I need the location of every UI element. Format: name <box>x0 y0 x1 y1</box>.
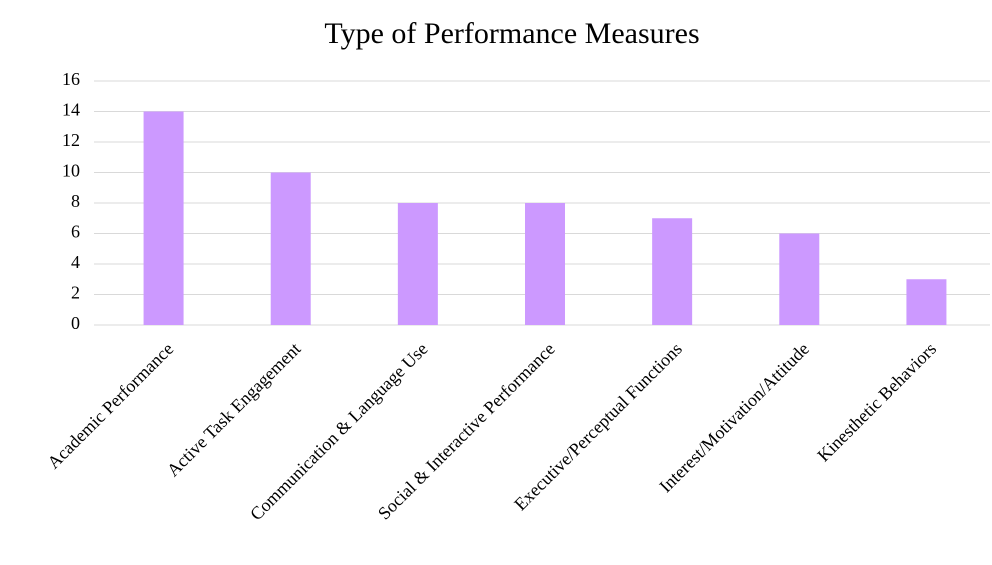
y-tick-label: 16 <box>62 69 80 89</box>
y-tick-label: 10 <box>62 161 80 181</box>
y-tick-label: 14 <box>62 100 80 120</box>
chart-title: Type of Performance Measures <box>324 17 699 50</box>
bar <box>652 218 693 325</box>
y-tick-label: 12 <box>62 130 80 150</box>
bar <box>779 233 820 325</box>
y-tick-label: 4 <box>71 252 80 272</box>
bar <box>270 172 311 325</box>
x-tick-label: Kinesthetic Behaviors <box>813 339 940 466</box>
y-tick-label: 6 <box>71 222 80 242</box>
y-tick-label: 8 <box>71 191 80 211</box>
bar <box>906 279 947 325</box>
bar <box>143 111 184 325</box>
x-tick-label: Interest/Motivation/Attitude <box>655 339 813 497</box>
bar <box>397 203 438 325</box>
x-tick-label: Academic Performance <box>43 339 177 473</box>
x-tick-label: Active Task Engagement <box>163 339 305 481</box>
y-tick-label: 0 <box>71 313 80 333</box>
bar <box>525 203 565 325</box>
y-tick-label: 2 <box>71 283 80 303</box>
